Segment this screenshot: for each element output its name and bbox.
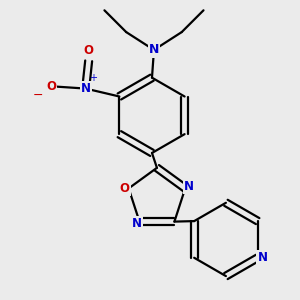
Text: O: O	[120, 182, 130, 195]
Text: −: −	[33, 89, 44, 102]
Text: N: N	[131, 217, 142, 230]
Text: N: N	[258, 251, 268, 264]
Text: O: O	[46, 80, 56, 93]
Text: N: N	[81, 82, 91, 95]
Text: O: O	[84, 44, 94, 57]
Text: +: +	[88, 73, 97, 83]
Text: N: N	[184, 180, 194, 193]
Text: N: N	[149, 44, 159, 56]
